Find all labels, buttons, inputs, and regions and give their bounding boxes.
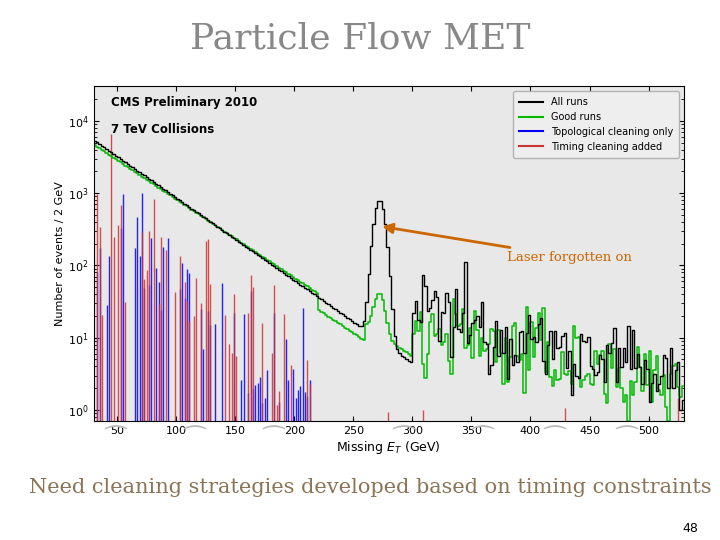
X-axis label: Missing $E_{T}$ (GeV): Missing $E_{T}$ (GeV)	[336, 439, 441, 456]
Text: Laser forgotten on: Laser forgotten on	[385, 224, 631, 264]
Legend: All runs, Good runs, Topological cleaning only, Timing cleaning added: All runs, Good runs, Topological cleanin…	[513, 91, 679, 158]
Good runs	[678, 382, 687, 389]
Good runs	[187, 206, 196, 213]
Text: 7 TeV Collisions: 7 TeV Collisions	[112, 123, 215, 136]
Text: ⁀: ⁀	[105, 429, 125, 453]
Good runs	[333, 320, 342, 326]
All runs	[327, 303, 336, 309]
All runs	[655, 380, 664, 387]
Text: ⁀: ⁀	[472, 429, 492, 453]
Text: ⁀: ⁀	[616, 429, 636, 453]
Text: ⁀: ⁀	[393, 429, 413, 453]
Text: 48: 48	[683, 522, 698, 535]
All runs	[678, 397, 687, 403]
Good runs	[431, 333, 439, 340]
All runs	[91, 138, 99, 144]
All runs	[187, 205, 196, 212]
All runs	[333, 308, 342, 314]
All runs	[676, 407, 685, 413]
Text: ⁀: ⁀	[544, 429, 564, 453]
Good runs	[657, 392, 666, 398]
Text: Particle Flow MET: Particle Flow MET	[190, 22, 530, 56]
Line: All runs: All runs	[95, 141, 683, 410]
Good runs	[91, 142, 99, 149]
Text: Need cleaning strategies developed based on timing constraints: Need cleaning strategies developed based…	[29, 478, 711, 497]
Good runs	[327, 315, 336, 321]
Line: Good runs: Good runs	[95, 145, 683, 421]
Text: CMS Preliminary 2010: CMS Preliminary 2010	[112, 97, 258, 110]
Good runs	[624, 418, 633, 424]
Text: ⁀: ⁀	[184, 429, 204, 453]
Good runs	[497, 350, 505, 356]
Text: ⁀: ⁀	[264, 429, 284, 453]
All runs	[431, 288, 439, 295]
Y-axis label: Number of events / 2 GeV: Number of events / 2 GeV	[55, 181, 65, 326]
All runs	[497, 327, 505, 334]
